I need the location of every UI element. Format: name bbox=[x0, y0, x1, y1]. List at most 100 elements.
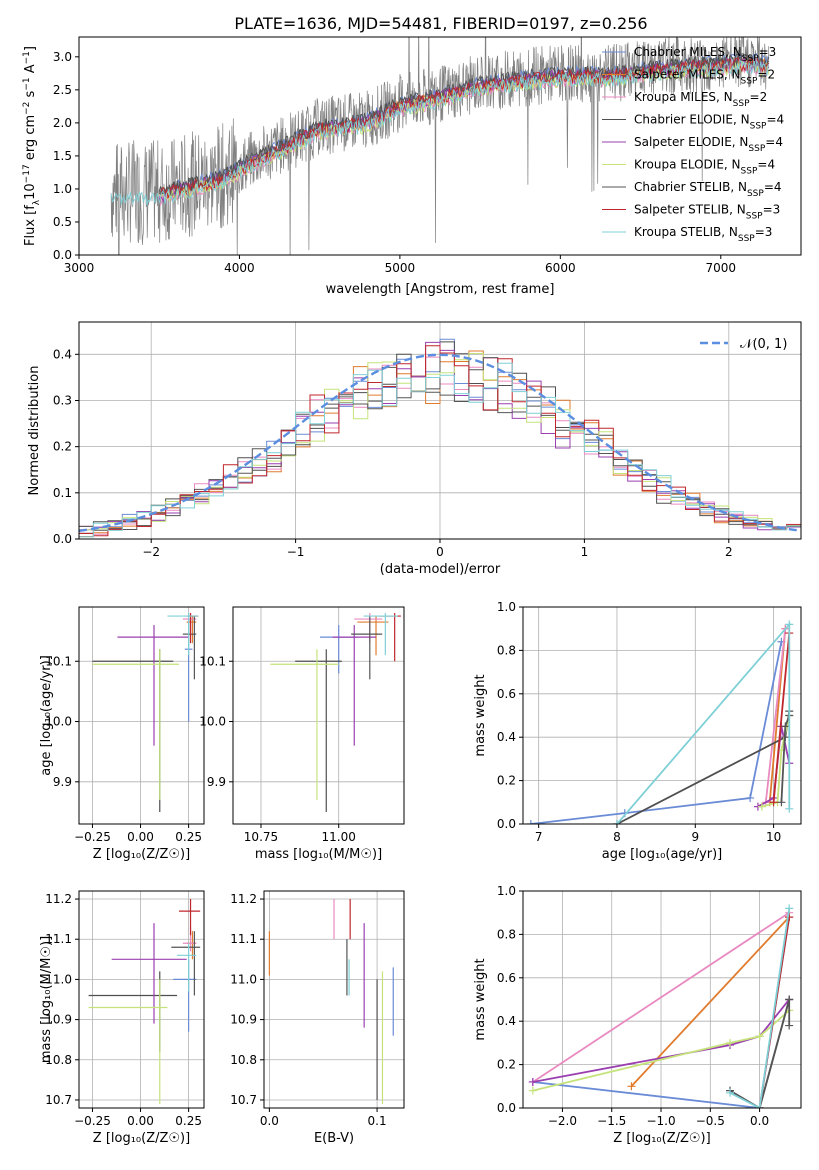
plot-frame bbox=[78, 36, 802, 256]
y-tick-label: 2.5 bbox=[53, 83, 72, 97]
legend-label-main: Salpeter STELIB, N bbox=[634, 203, 746, 217]
y-tick-label: 10.8 bbox=[230, 1053, 257, 1067]
gridlines bbox=[523, 606, 801, 825]
legend-label-sub: SSP bbox=[750, 122, 767, 132]
y-tick-label: 2.0 bbox=[53, 116, 72, 130]
y-tick-label: 3.0 bbox=[53, 50, 72, 64]
error-bars bbox=[88, 899, 201, 1104]
x-tick-label: −0.25 bbox=[74, 830, 111, 844]
figure-title: PLATE=1636, MJD=54481, FIBERID=0197, z=0… bbox=[234, 14, 647, 33]
weight-point-marker bbox=[785, 620, 794, 629]
legend-label-sub: SSP bbox=[741, 77, 758, 87]
error-bars bbox=[270, 613, 401, 812]
y-axis-label-part: −1 bbox=[22, 77, 32, 90]
x-tick-label: −1 bbox=[287, 545, 305, 559]
mass-weight-vs-metallicity-panel: −2.0 −1.5 −1.0 −0.5 0.0 0.0 0.2 0.4 0.6 0.8 1.0 Z [… bbox=[473, 884, 802, 1146]
y-tick-label: 0.0 bbox=[497, 1101, 516, 1115]
legend-label: Salpeter STELIB, NSSP=3 bbox=[634, 203, 780, 222]
y-axis-label-part: −2 bbox=[22, 102, 32, 115]
weight-point-marker bbox=[785, 1021, 794, 1030]
y-tick-label: 0.0 bbox=[53, 532, 72, 546]
x-axis-label: Z [log₁₀(Z/Z☉)] bbox=[93, 1131, 190, 1146]
legend-label-value: =3 bbox=[763, 203, 781, 217]
weight-line bbox=[772, 632, 791, 803]
legend-label-sub: SSP bbox=[741, 167, 758, 177]
weight-point-marker bbox=[726, 1088, 735, 1097]
y-tick-label: 0.8 bbox=[497, 643, 516, 657]
weight-point-marker bbox=[746, 793, 755, 802]
x-tick-label: 10.75 bbox=[244, 830, 278, 844]
x-tick-label: 7 bbox=[535, 830, 543, 844]
histogram-step-line bbox=[79, 353, 801, 531]
x-tick-label: 1 bbox=[581, 545, 589, 559]
histogram-step-line bbox=[79, 357, 801, 534]
residual-histogram-panel: −2 −1 0 1 2 0.0 0.1 0.2 0.3 0.4 (data-model)/error… bbox=[27, 321, 802, 577]
legend-label-main: Chabrier MILES, N bbox=[634, 45, 742, 59]
y-tick-label: 0.4 bbox=[497, 730, 516, 744]
y-tick-label: 0.0 bbox=[53, 248, 72, 262]
x-tick-label: 4000 bbox=[224, 261, 255, 275]
weight-line bbox=[616, 621, 791, 824]
legend-label-sub: SSP bbox=[746, 212, 763, 222]
legend-label: Kroupa ELODIE, NSSP=4 bbox=[634, 158, 775, 177]
y-axis-label: Normed distribution bbox=[27, 366, 42, 496]
plot-frame bbox=[78, 890, 205, 1109]
legend-label: Kroupa MILES, NSSP=2 bbox=[634, 90, 767, 109]
y-tick-label: 10.0 bbox=[199, 715, 226, 729]
y-tick-label: 1.0 bbox=[497, 884, 516, 898]
x-tick-label: 0.00 bbox=[127, 1114, 154, 1128]
x-tick-label: 0.0 bbox=[260, 1114, 279, 1128]
legend-label: 𝒩(0, 1) bbox=[740, 337, 787, 352]
weight-line bbox=[764, 628, 787, 803]
observed-spectrum-line bbox=[110, 37, 769, 255]
x-tick-label: 0.1 bbox=[368, 1114, 387, 1128]
y-tick-label: 10.8 bbox=[45, 1053, 72, 1067]
x-tick-label: 0.00 bbox=[127, 830, 154, 844]
y-tick-label: 0.4 bbox=[497, 1014, 516, 1028]
legend-label-main: Kroupa STELIB, N bbox=[634, 225, 738, 239]
y-tick-label: 11.1 bbox=[230, 932, 257, 946]
legend-label-sub: SSP bbox=[738, 234, 755, 244]
y-tick-label: 0.3 bbox=[53, 393, 72, 407]
legend-label-value: =4 bbox=[764, 180, 782, 194]
y-axis-label-part: A bbox=[23, 64, 38, 77]
legend-label-value: =2 bbox=[757, 68, 775, 82]
y-tick-label: 10.1 bbox=[45, 654, 72, 668]
y-axis-label-part: −17 bbox=[22, 164, 32, 183]
plot-frame bbox=[78, 321, 802, 540]
gridlines bbox=[233, 607, 404, 824]
y-tick-label: 9.9 bbox=[53, 775, 72, 789]
x-tick-label: 6000 bbox=[545, 261, 576, 275]
weight-point-marker bbox=[528, 1086, 537, 1095]
legend-label-main: Salpeter ELODIE, N bbox=[634, 135, 748, 149]
weight-point-marker bbox=[785, 804, 794, 813]
y-tick-label: 1.5 bbox=[53, 149, 72, 163]
legend-label: Salpeter ELODIE, NSSP=4 bbox=[634, 135, 783, 154]
y-tick-label: 0.0 bbox=[497, 817, 516, 831]
spectrum-panel: 3000 4000 5000 6000 7000 0.0 0.5 1.0 1.5 2.0 2.5 3.… bbox=[22, 36, 802, 297]
x-axis-label: age [log₁₀(age/yr)] bbox=[602, 847, 723, 862]
y-axis-label: age [log₁₀(age/yr)] bbox=[39, 655, 54, 776]
y-tick-label: 10.1 bbox=[199, 654, 226, 668]
x-tick-label: 3000 bbox=[64, 261, 95, 275]
legend-label-value: =4 bbox=[757, 158, 775, 172]
mass-weight-vs-age-panel: 7 8 9 10 0.0 0.2 0.4 0.6 0.8 1.0 age [log₁₀(age/yr… bbox=[473, 600, 802, 862]
x-tick-label: −2.0 bbox=[548, 1114, 577, 1128]
y-axis-label: mass weight bbox=[473, 958, 488, 1040]
x-tick-label: 0.25 bbox=[175, 1114, 202, 1128]
legend-label-main: Chabrier ELODIE, N bbox=[634, 113, 750, 127]
weight-point-marker bbox=[777, 798, 786, 807]
legend-label-sub: SSP bbox=[747, 189, 764, 199]
y-axis-label-part: −1 bbox=[22, 51, 32, 64]
weight-point-marker bbox=[528, 1077, 537, 1086]
x-tick-label: 2 bbox=[725, 545, 733, 559]
legend-label-value: =3 bbox=[759, 45, 777, 59]
y-axis-label-part: Flux [f bbox=[23, 205, 38, 246]
x-tick-label: 5000 bbox=[385, 261, 416, 275]
y-axis-label-part: erg cm bbox=[23, 115, 38, 164]
weight-point-marker bbox=[785, 904, 794, 913]
gridlines bbox=[79, 607, 204, 824]
y-tick-label: 11.2 bbox=[230, 892, 257, 906]
y-axis-label: mass [log₁₀(M/M☉)] bbox=[39, 936, 54, 1063]
y-tick-label: 11.2 bbox=[45, 892, 72, 906]
